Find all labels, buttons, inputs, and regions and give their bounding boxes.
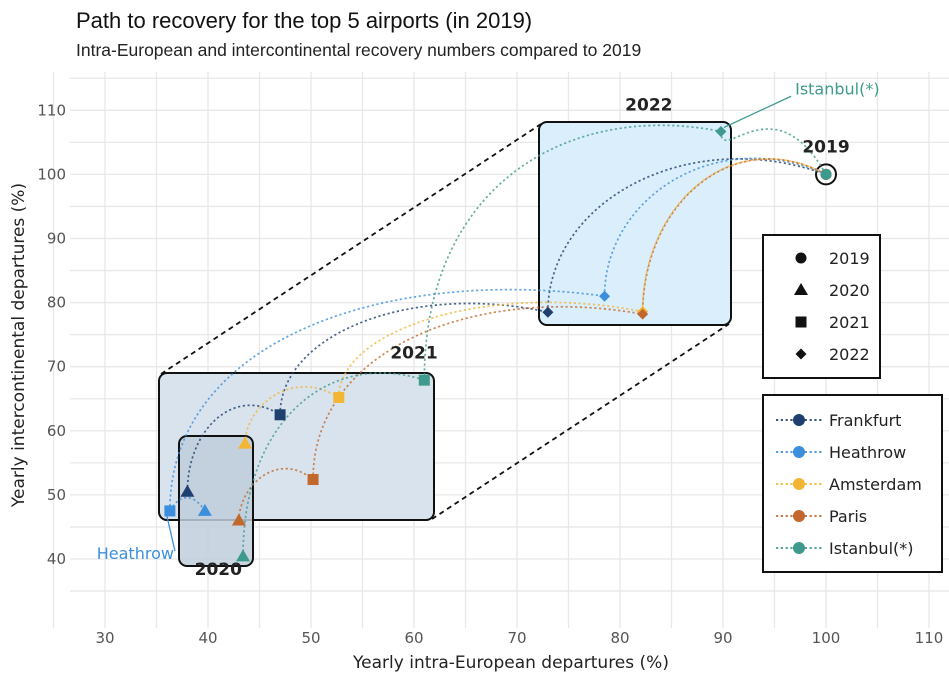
- legend-airports-box: [762, 394, 943, 573]
- region-label-2019: 2019: [802, 138, 849, 158]
- legend-dot-paris-icon: [793, 510, 805, 522]
- region-label-2022: 2022: [625, 95, 672, 115]
- ring-2019: [815, 163, 837, 186]
- path-amsterdam-2022-2019: [641, 158, 827, 312]
- x-axis-title: Yearly intra-European departures (%): [352, 653, 669, 673]
- path-istanbul-2021-2022: [423, 124, 722, 381]
- y-tick-label: 50: [47, 486, 66, 504]
- path-paris-2020-2021: [238, 467, 314, 521]
- legend-airport-label: Heathrow: [829, 443, 906, 462]
- legend-dot-heathrow-icon: [793, 446, 805, 458]
- annotation-istanbul: Istanbul(*): [795, 79, 880, 98]
- point-frankfurt-2021: [274, 409, 286, 421]
- legend-shape-label: 2020: [829, 281, 870, 300]
- zoom-boxes: [158, 121, 837, 567]
- path-istanbul-2020-2021: [242, 372, 425, 557]
- y-tick-label: 90: [47, 230, 66, 248]
- y-tick-label: 80: [47, 294, 66, 312]
- box-2022: [538, 121, 732, 326]
- legend-dot-frankfurt-icon: [793, 414, 805, 426]
- box-2020: [178, 435, 254, 567]
- y-axis-title: Yearly intercontinental departures (%): [9, 183, 29, 508]
- path-frankfurt-2022-2019: [547, 158, 827, 313]
- x-tick-label: 100: [812, 629, 841, 647]
- legend-shape-2019-icon: [795, 252, 807, 264]
- y-tick-label: 100: [37, 165, 66, 183]
- point-frankfurt-2020: [180, 484, 195, 497]
- legend-airport-label: Amsterdam: [829, 475, 922, 494]
- legend-shape-label: 2022: [829, 345, 870, 364]
- legend-airport-label: Istanbul(*): [829, 539, 914, 558]
- path-paris-2021-2022: [312, 306, 643, 480]
- region-label-2021: 2021: [390, 343, 437, 363]
- path-heathrow-2021-2022: [169, 288, 605, 511]
- annotation-leader-istanbul: [723, 95, 792, 129]
- chart-title: Path to recovery for the top 5 airports …: [76, 8, 533, 33]
- legend-shapes-box: [762, 234, 881, 379]
- point-amsterdam-2020: [238, 436, 253, 449]
- x-tick-label: 110: [915, 629, 944, 647]
- region-label-2020: 2020: [195, 560, 242, 580]
- point-istanbul-2020: [236, 549, 251, 562]
- x-tick-label: 90: [713, 629, 732, 647]
- point-istanbul-2022: [715, 125, 727, 137]
- x-tick-label: 70: [507, 629, 526, 647]
- x-tick-label: 60: [404, 629, 423, 647]
- legend-shape-label: 2019: [829, 249, 870, 268]
- axes: 30 40 50 60 70 80 90 100 110 40 50 60 70 80 90 100 110: [37, 101, 943, 647]
- x-tick-label: 80: [610, 629, 629, 647]
- chart-subtitle: Intra-European and intercontinental reco…: [76, 40, 642, 60]
- zoom-connector-bottom: [431, 323, 730, 520]
- point-istanbul-2021: [418, 374, 430, 386]
- y-tick-label: 40: [47, 550, 66, 568]
- year-labels: 2019 2020 2021 2022 Heathrow Istanbul(*): [97, 79, 880, 580]
- x-tick-label: 30: [95, 629, 114, 647]
- x-tick-label: 50: [301, 629, 320, 647]
- path-amsterdam-2020-2021: [244, 386, 340, 444]
- legend-shape-2020-icon: [794, 283, 808, 295]
- annotation-heathrow: Heathrow: [97, 544, 174, 563]
- x-tick-label: 40: [198, 629, 217, 647]
- legends: 2019 2020 2021 2022 Frankfurt Heathrow Amsterd…: [762, 234, 943, 573]
- annotation-leader-heathrow: [166, 515, 176, 552]
- point-paris-2021: [307, 474, 319, 486]
- y-tick-label: 70: [47, 358, 66, 376]
- point-istanbul-2019: [820, 168, 832, 180]
- legend-dot-istanbul-icon: [793, 542, 805, 554]
- legend-shape-2022-icon: [795, 348, 807, 360]
- point-heathrow-2022: [599, 290, 611, 302]
- point-heathrow-2020: [197, 503, 212, 516]
- point-heathrow-2021: [164, 505, 176, 517]
- y-tick-label: 110: [37, 101, 66, 119]
- legend-shape-2021-icon: [795, 316, 807, 328]
- path-frankfurt-2020-2021: [186, 404, 281, 492]
- zoom-connector-top: [160, 123, 542, 375]
- point-paris-2022: [637, 308, 649, 320]
- y-tick-label: 60: [47, 422, 66, 440]
- point-amsterdam-2021: [333, 391, 345, 403]
- data-points: [164, 125, 832, 562]
- point-frankfurt-2022: [542, 306, 554, 318]
- point-paris-2020: [231, 513, 246, 526]
- legend-shape-label: 2021: [829, 313, 870, 332]
- recovery-paths: [169, 124, 827, 557]
- legend-airport-label: Paris: [829, 507, 867, 526]
- legend-dot-amsterdam-icon: [793, 478, 805, 490]
- legend-airport-label: Frankfurt: [829, 411, 901, 430]
